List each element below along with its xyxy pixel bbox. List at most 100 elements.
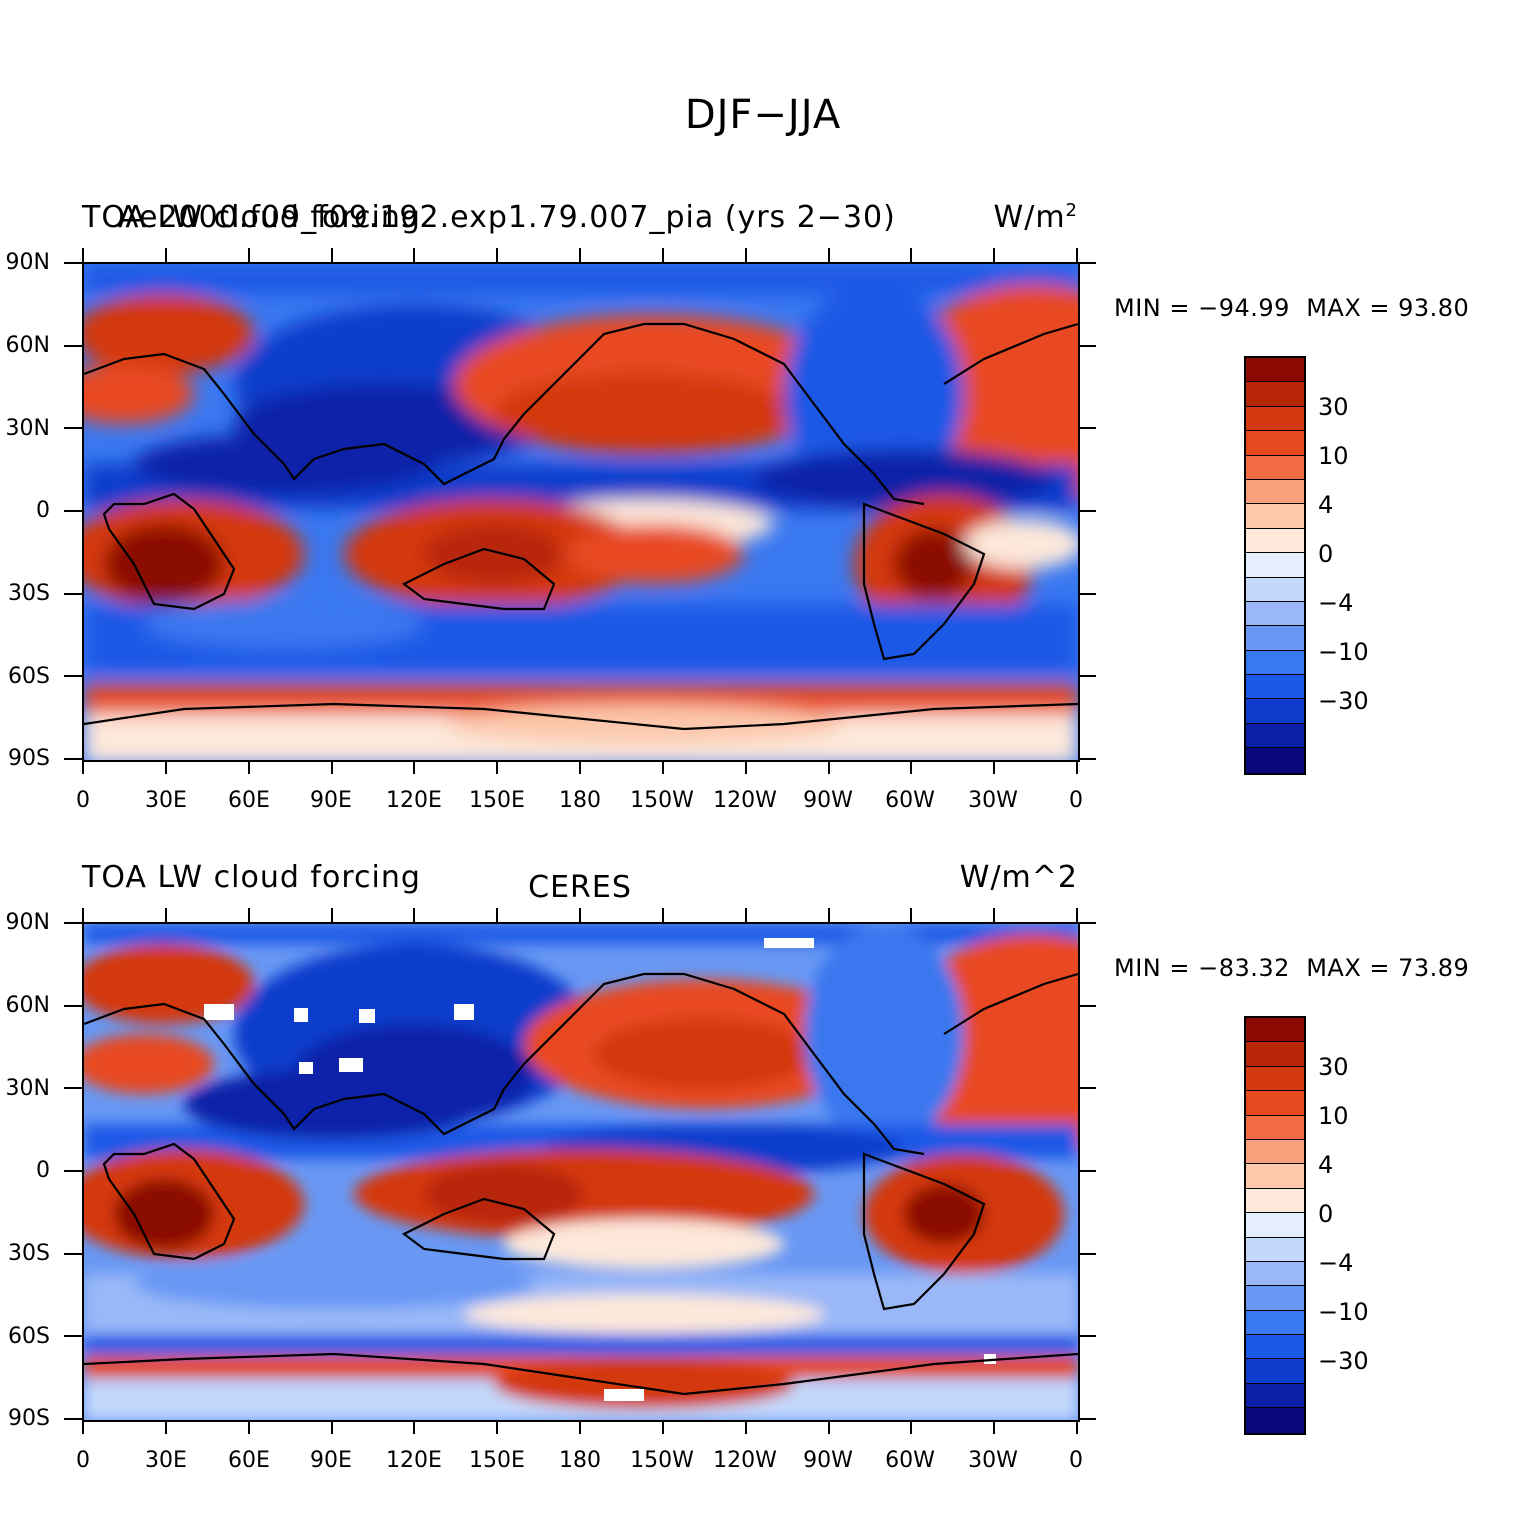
colorbar-swatch [1246, 1213, 1304, 1238]
lon-tick [579, 908, 581, 922]
panel-model: TOA LW cloud forcing Ae2000.f09_f09.192.… [0, 190, 1526, 850]
lon-tick [82, 248, 84, 262]
lat-tick [64, 1087, 82, 1090]
lon-label: 60W [885, 1448, 935, 1473]
lon-label: 30E [145, 788, 187, 813]
lon-tick [827, 908, 830, 922]
lon-tick [744, 908, 747, 922]
lat-tick [64, 344, 82, 347]
colorbar-swatch [1246, 1286, 1304, 1311]
lat-label: 90S [8, 1406, 50, 1431]
lat-tick [64, 758, 82, 760]
lon-tick [164, 1420, 167, 1434]
colorbar-label: −4 [1318, 1249, 1354, 1277]
lon-label: 0 [76, 788, 90, 813]
lon-tick [1076, 1420, 1078, 1434]
colorbar-swatch [1246, 1261, 1304, 1287]
lon-label: 0 [76, 1448, 90, 1473]
colorbar-label: −30 [1318, 687, 1369, 715]
lon-tick [496, 248, 499, 262]
lon-label: 120W [713, 1448, 777, 1473]
missing-data [204, 938, 996, 1401]
colorbar-label: −30 [1318, 1347, 1369, 1375]
panel-observations: TOA LW cloud forcing CERES W/m^2 [0, 850, 1526, 1510]
lon-tick [827, 760, 830, 774]
lat-tick [64, 510, 82, 512]
lon-tick [993, 908, 996, 922]
lon-tick [413, 248, 416, 262]
lat-tick [1078, 262, 1096, 264]
colorbar-swatch [1246, 1310, 1304, 1336]
lon-tick [164, 248, 167, 262]
lon-tick [993, 760, 996, 774]
lat-tick [1078, 1335, 1096, 1338]
lat-label: 30S [8, 1241, 50, 1266]
colorbar-label: 4 [1318, 491, 1334, 519]
lon-tick [579, 760, 581, 774]
colorbar-swatch [1246, 1408, 1304, 1433]
panel-left-title: TOA LW cloud forcing [82, 200, 421, 235]
colorbar-swatch [1246, 650, 1304, 676]
lat-tick [64, 262, 82, 264]
min-max-readout: MIN = −94.99 MAX = 93.80 [1114, 294, 1469, 322]
lon-tick [744, 248, 747, 262]
lat-tick [1078, 1087, 1096, 1090]
lat-label: 60S [8, 664, 50, 689]
lon-label: 150W [630, 788, 694, 813]
colorbar-swatch [1246, 382, 1304, 407]
lon-tick [330, 908, 333, 922]
lat-label: 90S [8, 746, 50, 771]
lon-label: 0 [1069, 788, 1083, 813]
colorbar-swatch [1246, 358, 1304, 383]
colorbar-swatch [1246, 553, 1304, 578]
lat-tick [1078, 1004, 1096, 1007]
figure-title: DJF−JJA [684, 92, 842, 138]
max-value: MAX = 93.80 [1306, 294, 1470, 322]
colorbar-swatch [1246, 699, 1304, 724]
panel-units: W/m^2 [959, 860, 1078, 895]
lat-tick [64, 1418, 82, 1420]
colorbar-label: 4 [1318, 1151, 1334, 1179]
lon-label: 30E [145, 1448, 187, 1473]
map-plot [84, 264, 1078, 760]
lon-label: 30W [968, 788, 1018, 813]
panel-dataset-title: CERES [528, 870, 632, 905]
lat-tick [64, 1170, 82, 1172]
colorbar-swatch [1246, 601, 1304, 627]
lat-tick [64, 922, 82, 924]
colorbar-swatch [1246, 455, 1304, 480]
lon-tick [744, 760, 747, 774]
lon-tick [330, 248, 333, 262]
colorbar-label: 0 [1318, 540, 1334, 568]
lon-tick [330, 760, 333, 774]
lon-label: 150E [469, 788, 525, 813]
lat-tick [1078, 922, 1096, 924]
lon-tick [993, 1420, 996, 1434]
lon-label: 150W [630, 1448, 694, 1473]
lon-tick [413, 760, 416, 774]
lon-tick [910, 760, 913, 774]
lon-tick [496, 760, 499, 774]
colorbar-swatch [1246, 675, 1304, 700]
colorbar-label: −10 [1318, 1298, 1369, 1326]
min-max-readout: MIN = −83.32 MAX = 73.89 [1114, 954, 1469, 982]
lat-tick [64, 1004, 82, 1007]
lon-tick [744, 1420, 747, 1434]
colorbar-swatch [1246, 1115, 1304, 1140]
lon-label: 60W [885, 788, 935, 813]
colorbar-swatch [1246, 1359, 1304, 1384]
lat-tick [1078, 675, 1096, 678]
lat-tick [64, 427, 82, 430]
lon-tick [579, 1420, 581, 1434]
lon-tick [330, 1420, 333, 1434]
lon-label: 60E [228, 788, 270, 813]
lon-tick [661, 908, 664, 922]
colorbar-swatch [1246, 577, 1304, 602]
lon-tick [827, 248, 830, 262]
panel-left-title: TOA LW cloud forcing [82, 860, 421, 895]
lat-tick [1078, 1418, 1096, 1420]
lon-label: 90W [803, 788, 853, 813]
lat-tick [1078, 1252, 1096, 1255]
colorbar-label: 10 [1318, 1102, 1349, 1130]
colorbar-swatch [1246, 1042, 1304, 1067]
